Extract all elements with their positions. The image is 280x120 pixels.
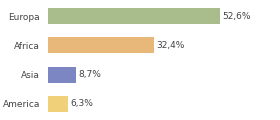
Text: 6,3%: 6,3% (71, 99, 94, 108)
Bar (48, 8, 220, 24)
Bar (48, 96, 68, 112)
Bar (48, 67, 76, 83)
Text: 8,7%: 8,7% (79, 70, 101, 79)
Bar (48, 37, 154, 53)
Text: 32,4%: 32,4% (156, 41, 185, 50)
Text: 52,6%: 52,6% (223, 12, 251, 21)
